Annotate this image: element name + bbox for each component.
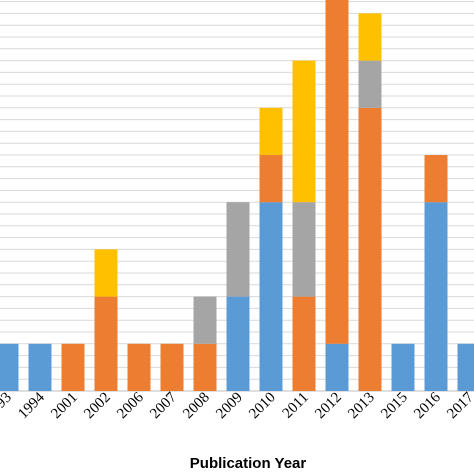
x-tick-label: 2009 xyxy=(213,390,246,423)
bar-segment-2002-series-2 xyxy=(94,296,118,391)
x-tick-label: 2010 xyxy=(246,390,279,423)
x-tick-label: 2008 xyxy=(180,390,213,423)
x-tick-label: 1994 xyxy=(15,389,48,422)
bar-segment-2011-series-3 xyxy=(292,202,316,297)
x-tick-label: 2001 xyxy=(48,390,81,423)
bar-segment-2016-series-2 xyxy=(424,155,448,203)
bar-segment-2008-series-3 xyxy=(193,296,217,344)
x-tick-label: 2012 xyxy=(312,390,345,423)
bar-segment-2013-series-2 xyxy=(358,107,382,392)
bar-segment-2011-series-4 xyxy=(292,60,316,203)
x-tick-label: 2006 xyxy=(114,389,147,422)
bar-segment-2015-series-1 xyxy=(391,343,415,391)
x-tick-label: 2007 xyxy=(147,389,180,422)
bar-segment-2006-series-2 xyxy=(127,343,151,391)
x-tick-label: 2011 xyxy=(280,390,312,422)
bar-segment-2016-series-1 xyxy=(424,202,448,391)
bar-segment-2001-series-2 xyxy=(61,343,85,391)
x-tick-label: 2016 xyxy=(411,389,444,422)
bar-segment-2010-series-4 xyxy=(259,107,283,155)
bar-segment-2013-series-3 xyxy=(358,60,382,108)
bar-segment-2009-series-3 xyxy=(226,202,250,297)
x-tick-labels: 93 1994 2001 2002 2006 2007 2008 2009 2010 2011 20… xyxy=(0,389,474,422)
bar-segment-93-series-1 xyxy=(0,343,19,391)
bars xyxy=(0,0,474,392)
bar-segment-2010-series-2 xyxy=(259,155,283,203)
bar-segment-2013-series-4 xyxy=(358,13,382,61)
x-tick-label: 93 xyxy=(0,390,15,412)
x-tick-label: 2013 xyxy=(345,390,378,423)
x-axis-title: Publication Year xyxy=(190,455,307,472)
bar-segment-1994-series-1 xyxy=(28,343,52,391)
bar-segment-2008-series-2 xyxy=(193,343,217,391)
bar-segment-2012-series-1 xyxy=(325,343,349,391)
bar-segment-2009-series-1 xyxy=(226,296,250,391)
x-tick-label: 2015 xyxy=(378,390,411,423)
bar-segment-2007-series-2 xyxy=(160,343,184,391)
x-tick-label: 2017 xyxy=(444,389,474,422)
bar-segment-2011-series-2 xyxy=(292,296,316,391)
bar-segment-2012-series-2 xyxy=(325,0,349,344)
bar-segment-2017-series-1 xyxy=(457,343,474,391)
x-tick-label: 2002 xyxy=(81,390,114,423)
bar-segment-2002-series-4 xyxy=(94,249,118,297)
bar-segment-2010-series-1 xyxy=(259,202,283,391)
